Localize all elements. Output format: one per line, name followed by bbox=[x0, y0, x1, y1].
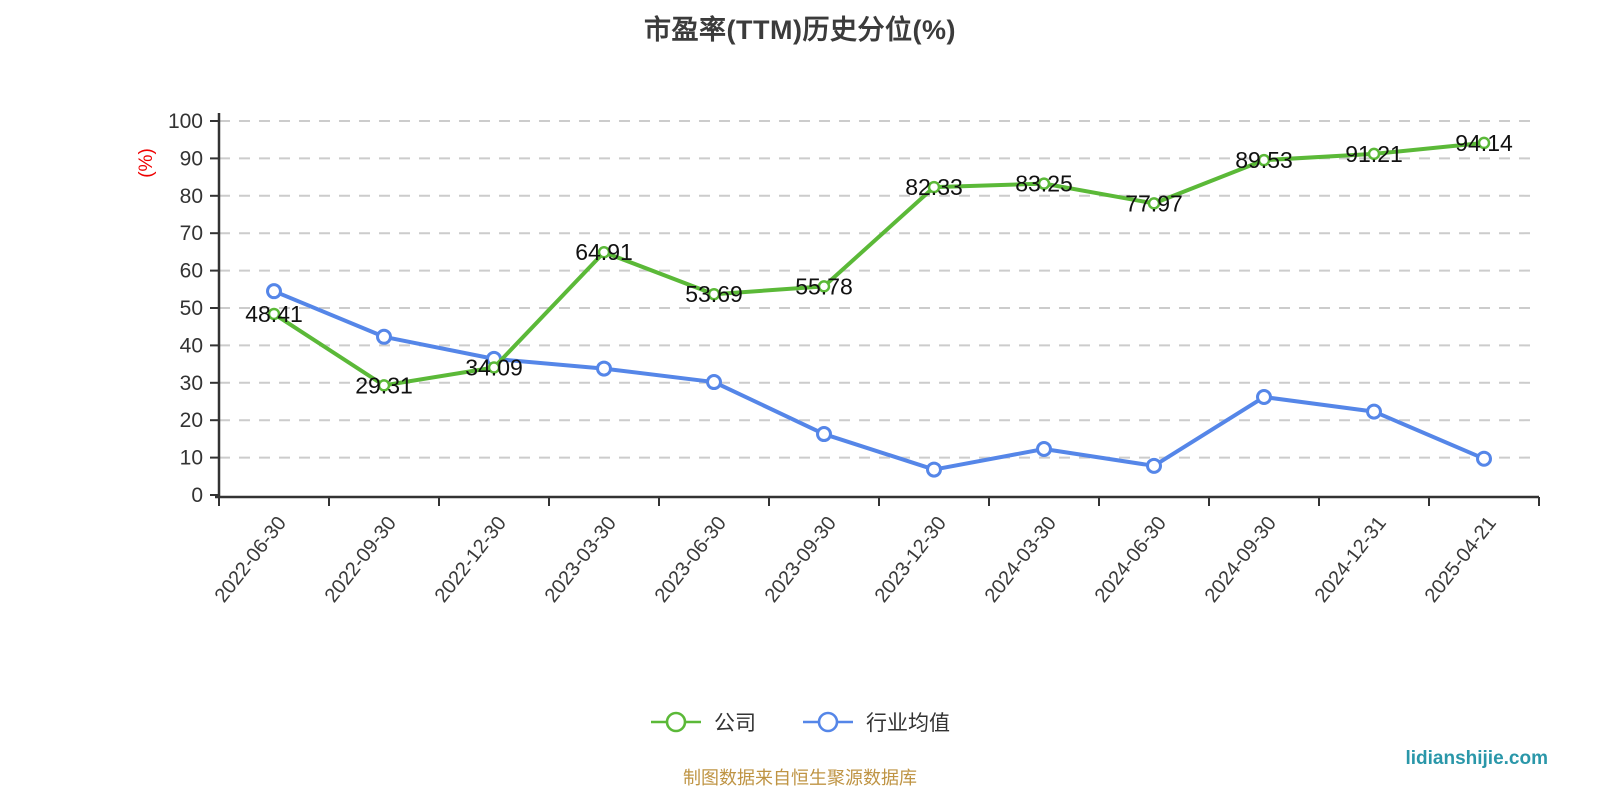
x-tick-label: 2024-06-30 bbox=[1091, 513, 1171, 607]
data-point-marker[interactable] bbox=[706, 374, 722, 391]
x-tick-label: 2024-03-30 bbox=[981, 513, 1061, 607]
x-tick-label: 2024-12-31 bbox=[1311, 513, 1391, 607]
legend-item-company[interactable]: 公司 bbox=[650, 707, 756, 737]
watermark-link[interactable]: lidianshijie.com bbox=[1405, 748, 1548, 769]
y-tick-label: 60 bbox=[180, 260, 203, 283]
y-tick-label: 30 bbox=[180, 372, 203, 395]
data-point-marker[interactable] bbox=[1476, 450, 1492, 467]
data-point-marker[interactable] bbox=[377, 379, 391, 392]
y-tick-label: 100 bbox=[168, 110, 203, 133]
data-point-marker[interactable] bbox=[817, 280, 831, 293]
data-point-marker[interactable] bbox=[927, 180, 941, 194]
y-tick-label: 40 bbox=[180, 334, 203, 357]
y-tick-label: 90 bbox=[180, 147, 203, 170]
data-label: 91.21 bbox=[1345, 141, 1403, 167]
y-tick-label: 80 bbox=[180, 185, 203, 208]
data-point-marker[interactable] bbox=[1477, 136, 1491, 150]
data-label: 89.53 bbox=[1235, 147, 1293, 173]
data-point-marker[interactable] bbox=[1257, 153, 1271, 167]
x-tick-label: 2022-06-30 bbox=[211, 513, 291, 607]
data-point-marker[interactable] bbox=[596, 360, 612, 377]
chart-title: 市盈率(TTM)历史分位(%) bbox=[644, 15, 956, 45]
data-point-marker[interactable] bbox=[266, 283, 282, 300]
data-point-marker[interactable] bbox=[1146, 457, 1162, 474]
data-point-marker[interactable] bbox=[376, 328, 392, 345]
x-tick-label: 2023-09-30 bbox=[761, 513, 841, 607]
x-tick-label: 2024-09-30 bbox=[1201, 513, 1281, 607]
y-tick-label: 0 bbox=[191, 484, 203, 507]
data-point-marker[interactable] bbox=[1037, 177, 1051, 190]
data-point-marker[interactable] bbox=[1036, 440, 1052, 457]
data-point-marker[interactable] bbox=[816, 426, 832, 443]
y-axis-name: (%) bbox=[136, 148, 157, 178]
data-label: 48.41 bbox=[245, 301, 303, 327]
y-tick-label: 20 bbox=[180, 409, 203, 432]
series-line-0[interactable] bbox=[272, 140, 1486, 388]
series-line-1[interactable] bbox=[272, 289, 1486, 472]
data-point-marker[interactable] bbox=[487, 361, 501, 374]
y-tick-label: 70 bbox=[180, 222, 203, 245]
data-point-marker[interactable] bbox=[597, 245, 611, 259]
x-tick-label: 2023-12-30 bbox=[871, 513, 951, 607]
legend: 公司 行业均值 bbox=[0, 700, 1600, 744]
data-label: 82.33 bbox=[905, 174, 963, 200]
line-circle-marker-icon bbox=[651, 711, 701, 733]
x-tick-label: 2022-09-30 bbox=[321, 513, 401, 607]
data-label: 53.69 bbox=[685, 281, 743, 307]
data-label: 83.25 bbox=[1015, 171, 1073, 197]
data-label: 34.09 bbox=[465, 355, 523, 381]
legend-label-industry: 行业均值 bbox=[866, 712, 950, 735]
line-circle-marker-icon bbox=[803, 711, 853, 733]
data-label: 55.78 bbox=[795, 273, 853, 299]
data-source-note: 制图数据来自恒生聚源数据库 bbox=[683, 768, 917, 788]
data-point-marker[interactable] bbox=[1366, 403, 1382, 420]
data-point-marker[interactable] bbox=[926, 461, 942, 478]
x-tick-label: 2023-06-30 bbox=[651, 513, 731, 607]
data-point-marker[interactable] bbox=[267, 307, 281, 321]
data-point-marker[interactable] bbox=[1147, 197, 1161, 210]
data-label: 94.14 bbox=[1455, 130, 1513, 156]
data-point-marker[interactable] bbox=[1256, 389, 1272, 406]
data-point-marker[interactable] bbox=[1367, 147, 1381, 161]
data-label: 29.31 bbox=[355, 372, 413, 398]
legend-item-industry[interactable]: 行业均值 bbox=[802, 707, 950, 737]
data-label: 64.91 bbox=[575, 239, 633, 265]
x-tick-label: 2025-04-21 bbox=[1421, 513, 1501, 607]
data-label: 77.97 bbox=[1125, 190, 1183, 216]
legend-label-company: 公司 bbox=[714, 712, 756, 735]
y-tick-label: 10 bbox=[180, 447, 203, 470]
y-tick-label: 50 bbox=[180, 297, 203, 320]
x-tick-label: 2023-03-30 bbox=[541, 513, 621, 607]
x-tick-label: 2022-12-30 bbox=[431, 513, 511, 607]
data-point-marker[interactable] bbox=[707, 287, 721, 301]
